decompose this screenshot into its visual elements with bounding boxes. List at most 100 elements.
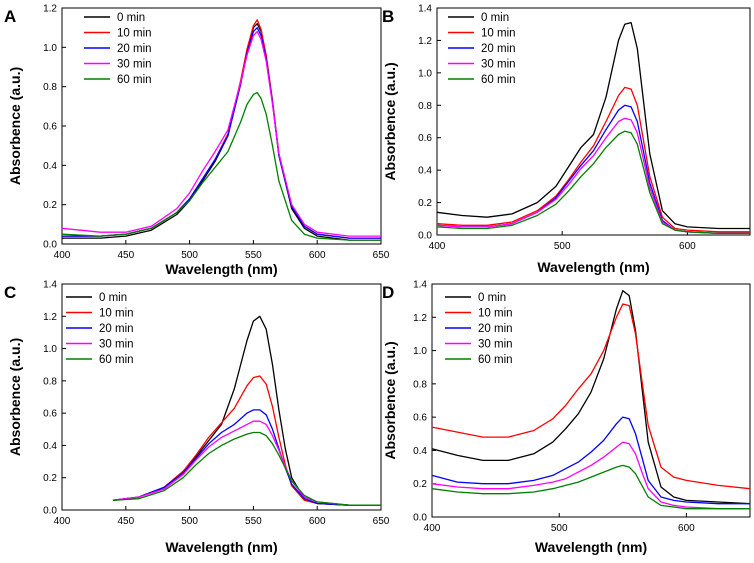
chart-b-y-axis-label: Absorbence (a.u.) xyxy=(382,62,398,180)
chart-d-y-tick-label: 1.2 xyxy=(413,313,427,324)
chart-c-x-tick-label: 400 xyxy=(54,516,71,527)
chart-b-legend-entry: 20 min xyxy=(481,43,516,55)
chart-c-series-line-10-min xyxy=(112,375,381,506)
chart-b-legend-entry: 0 min xyxy=(481,12,509,24)
chart-d-legend: 0 min 10 min 20 min 30 min 60 min xyxy=(445,292,513,366)
chart-c-y-axis-label: Absorbence (a.u.) xyxy=(7,338,23,456)
chart-a-series-line-0-min xyxy=(62,23,381,241)
chart-c-series-line-0-min xyxy=(112,315,381,506)
chart-b-y-tick-label: 0.2 xyxy=(418,198,432,209)
chart-a-series-line-30-min xyxy=(61,30,381,237)
chart-c-y-tick-label: 1.0 xyxy=(43,344,57,355)
chart-b-series-line-60-min xyxy=(436,130,750,235)
chart-c-y-tick-label: 1.4 xyxy=(43,280,57,291)
chart-c-legend-entry: 20 min xyxy=(99,323,134,335)
chart-b-legend-entry: 30 min xyxy=(481,59,516,71)
chart-d-y-tick-label: 0.6 xyxy=(413,413,427,424)
chart-a-plot-frame xyxy=(61,7,382,245)
chart-b-y-tick-label: 0.6 xyxy=(418,133,432,144)
chart-a-y-tick-label: 0.8 xyxy=(43,82,57,93)
chart-d-legend-entry: 10 min xyxy=(478,308,513,320)
chart-b-y-tick-label: 1.4 xyxy=(418,4,432,15)
chart-c-y-tick-label: 1.2 xyxy=(43,312,57,323)
chart-a-x-tick-label: 600 xyxy=(309,250,326,261)
chart-c-series-line-60-min xyxy=(112,431,381,506)
chart-c-series-line-20-min xyxy=(112,409,381,506)
chart-b-y-tick-label: 1.2 xyxy=(418,36,432,47)
chart-d-x-axis-label: Wavelength (nm) xyxy=(535,539,647,555)
chart-d-y-tick-label: 0.0 xyxy=(413,513,427,524)
chart-b-x-tick-label: 500 xyxy=(554,241,571,252)
chart-c-x-axis-label: Wavelength (nm) xyxy=(165,539,277,555)
chart-b-panel: 400 500 600 0.0 0.2 0.4 0.6 0.8 1.0 1.2 1.4 Wavelen… xyxy=(382,4,751,275)
chart-d-x-tick-label: 400 xyxy=(424,523,441,534)
chart-a-y-tick-label: 0.4 xyxy=(43,161,57,172)
chart-d-legend-entry: 30 min xyxy=(478,339,513,351)
chart-d-y-tick-label: 1.0 xyxy=(413,346,427,357)
chart-d-x-tick-label: 500 xyxy=(551,523,568,534)
chart-a-y-tick-label: 1.0 xyxy=(43,43,57,54)
chart-b-legend-entry: 10 min xyxy=(481,28,516,40)
chart-d-legend-entry: 0 min xyxy=(478,292,506,304)
chart-b-legend-entry: 60 min xyxy=(481,74,516,86)
chart-d-series-line-0-min xyxy=(431,290,751,505)
chart-c-x-tick-label: 450 xyxy=(117,516,134,527)
chart-c-x-tick-label: 550 xyxy=(245,516,262,527)
chart-a-x-tick-label: 500 xyxy=(181,250,198,261)
chart-c-y-tick-label: 0.6 xyxy=(43,409,57,420)
chart-a-series-line-10-min xyxy=(62,19,381,239)
chart-d-y-tick-label: 0.8 xyxy=(413,379,427,390)
chart-d-series-line-60-min xyxy=(431,464,750,510)
chart-a-legend-entry: 30 min xyxy=(117,59,152,71)
chart-b-plot-frame xyxy=(436,7,751,236)
chart-b-y-tick-label: 0.0 xyxy=(418,231,432,242)
chart-c-x-tick-label: 650 xyxy=(373,516,390,527)
chart-b-x-tick-label: 400 xyxy=(429,241,446,252)
chart-b-x-axis-label: Wavelength (nm) xyxy=(537,259,649,275)
chart-a-y-tick-label: 0.2 xyxy=(43,200,57,211)
chart-c-series-line-30-min xyxy=(112,420,381,506)
chart-d-x-tick-label: 600 xyxy=(678,523,695,534)
chart-a-x-tick-label: 450 xyxy=(117,250,134,261)
chart-b-panel-letter: B xyxy=(382,7,394,26)
chart-a-x-tick-label: 400 xyxy=(54,250,71,261)
chart-a-y-tick-label: 1.2 xyxy=(43,4,57,15)
chart-d-panel: 400 500 600 0.0 0.2 0.4 0.6 0.8 1.0 1.2 1.4 Wavelen… xyxy=(382,280,751,555)
chart-a-legend-entry: 0 min xyxy=(117,12,145,24)
chart-b-series-line-0-min xyxy=(436,21,750,230)
chart-a-panel-letter: A xyxy=(4,7,16,26)
chart-a-y-tick-label: 0.0 xyxy=(43,240,57,251)
chart-d-plot-frame xyxy=(431,283,751,518)
chart-a-series-line-20-min xyxy=(62,27,381,239)
chart-a-panel: 400 450 500 550 600 650 0.0 0.2 0.4 0.6 0.8 1.0 1.2 W… xyxy=(4,4,390,278)
chart-a-x-tick-label: 650 xyxy=(373,250,390,261)
chart-d-series-line-20-min xyxy=(431,416,750,505)
chart-c-panel-letter: C xyxy=(4,283,16,302)
chart-b-y-tick-label: 0.8 xyxy=(418,101,432,112)
chart-c-panel: 400 450 500 550 600 650 0.0 0.2 0.4 0.6 0.8 1.0 1.2 1… xyxy=(4,280,390,556)
chart-c-legend-entry: 30 min xyxy=(99,339,134,351)
chart-c-plot-frame xyxy=(61,283,382,511)
chart-c-y-tick-label: 0.8 xyxy=(43,376,57,387)
chart-a-legend-entry: 10 min xyxy=(117,28,152,40)
chart-c-y-tick-label: 0.0 xyxy=(43,506,57,517)
chart-a-x-tick-label: 550 xyxy=(245,250,262,261)
chart-d-y-tick-label: 0.4 xyxy=(413,446,427,457)
chart-c-legend: 0 min 10 min 20 min 30 min 60 min xyxy=(66,292,134,366)
chart-a-legend-entry: 60 min xyxy=(117,74,152,86)
chart-c-y-tick-label: 0.4 xyxy=(43,441,57,452)
chart-c-legend-entry: 10 min xyxy=(99,308,134,320)
chart-d-legend-entry: 20 min xyxy=(478,323,513,335)
chart-b-y-tick-label: 0.4 xyxy=(418,166,432,177)
chart-d-y-tick-label: 0.2 xyxy=(413,479,427,490)
chart-a-legend: 0 min 10 min 20 min 30 min 60 min xyxy=(84,12,152,86)
chart-b-series-line-10-min xyxy=(436,86,750,233)
chart-d-legend-entry: 60 min xyxy=(478,354,513,366)
chart-d-y-tick-label: 1.4 xyxy=(413,280,427,291)
chart-a-series-line-60-min xyxy=(61,91,381,241)
chart-c-y-tick-label: 0.2 xyxy=(43,473,57,484)
chart-a-legend-entry: 20 min xyxy=(117,43,152,55)
chart-d-series-line-30-min xyxy=(431,441,750,510)
chart-b-x-tick-label: 600 xyxy=(679,241,696,252)
